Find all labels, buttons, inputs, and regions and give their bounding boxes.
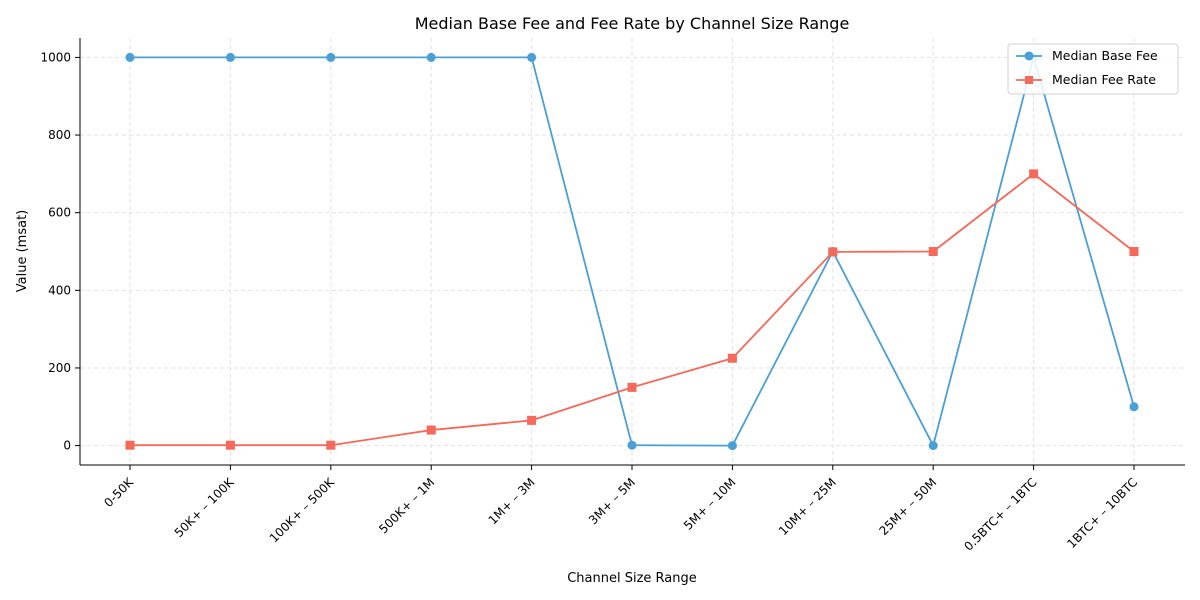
y-tick-label: 1000 [40,50,71,64]
data-point [1129,247,1139,256]
x-tick-label: 50K+ – 100K [172,474,238,540]
data-point [727,441,737,451]
data-point [727,353,737,363]
x-axis-label: Channel Size Range [567,571,697,586]
data-point [928,441,938,451]
data-point [225,52,235,62]
x-tick-label: 0.5BTC+ – 1BTC [961,475,1039,553]
data-point [1129,402,1139,412]
data-point [828,247,838,257]
grid [80,38,1185,465]
data-point [527,415,537,425]
x-tick-label: 1M+ – 3M [486,475,538,527]
y-axis-label: Value (msat) [15,210,30,292]
y-tick-label: 200 [48,361,71,375]
data-point [225,440,235,450]
y-tick-label: 800 [48,128,71,142]
y-tick-label: 0 [63,439,71,453]
x-tick-label: 5M+ – 10M [681,475,738,532]
data-point [627,440,637,450]
legend-box [1007,43,1179,95]
x-tick-label: 25M+ – 50M [876,475,939,538]
data-point [627,382,637,392]
data-point [426,425,436,435]
legend-marker-base-fee [1024,51,1034,61]
y-ticks: 0 200 400 600 800 1000 [40,50,80,453]
x-tick-label: 3M+ – 5M [586,475,638,527]
data-point [326,440,336,450]
legend-marker-fee-rate [1025,76,1033,84]
data-point [426,52,436,62]
data-point [125,52,135,62]
data-point [125,440,135,450]
legend-label-fee-rate: Median Fee Rate [1052,72,1156,87]
y-tick-label: 400 [48,283,71,297]
data-point [928,247,938,256]
x-ticks: 0-50K 50K+ – 100K 100K+ – 500K 500K+ – 1M 1M… [101,465,1140,554]
legend: Median Base Fee Median Fee Rate [1007,43,1179,95]
legend-label-base-fee: Median Base Fee [1052,48,1158,63]
x-tick-label: 1BTC+ – 10BTC [1064,475,1140,551]
series-1 [125,169,1139,450]
x-tick-label: 100K+ – 500K [267,474,338,545]
data-point [326,52,336,62]
x-tick-label: 500K+ – 1M [376,475,437,536]
x-tick-label: 0-50K [101,474,137,510]
y-tick-label: 600 [48,206,71,220]
data-point [1029,169,1039,179]
chart-title: Median Base Fee and Fee Rate by Channel … [415,14,850,33]
data-point [527,52,537,62]
x-tick-label: 10M+ – 25M [776,475,839,538]
